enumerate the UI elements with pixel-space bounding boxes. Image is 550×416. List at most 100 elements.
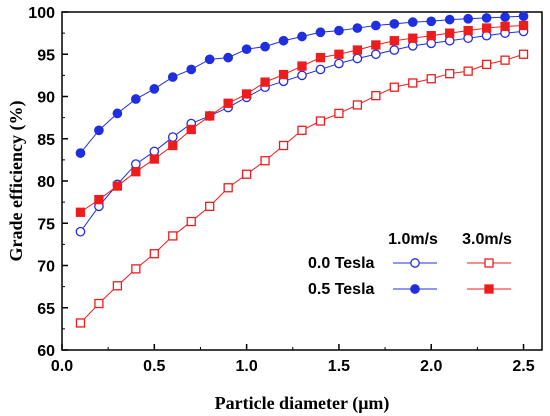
legend-sample [393,258,437,268]
data-point [149,249,159,259]
data-point [371,91,381,101]
data-point [481,59,492,70]
series-line [80,53,524,324]
data-point [223,52,234,63]
data-point [75,207,86,217]
data-point [426,16,437,27]
data-point [205,201,215,212]
y-tick-label: 85 [37,132,55,149]
data-point [500,55,510,65]
data-point [500,21,510,32]
data-point [518,11,529,22]
data-point [389,45,400,55]
data-point [75,148,86,158]
data-point [334,49,344,59]
data-point [223,98,233,108]
data-point [445,28,455,38]
legend-sample [467,258,511,268]
x-axis-title: Particle diameter (μm) [215,393,390,414]
data-point [75,226,86,237]
data-point [112,108,123,119]
data-point [407,17,418,27]
data-point [167,72,178,82]
x-tick-label: 2.0 [420,358,442,375]
data-point [389,82,399,92]
data-point [186,64,197,75]
data-point [371,40,381,50]
data-point [168,231,178,241]
data-point [278,35,289,46]
data-point [334,58,344,69]
data-point [389,18,400,29]
x-tick-label: 1.5 [328,358,350,375]
data-point [370,20,381,31]
data-point [426,31,436,41]
data-point [518,49,529,59]
series-line [80,25,524,213]
data-point [444,35,455,46]
data-point [426,74,436,84]
data-point [481,30,492,41]
data-point [445,69,455,79]
legend-row-label-2: 0.5 Tesla [308,281,375,298]
data-point [297,31,307,42]
data-point [168,140,178,151]
data-point [315,64,326,75]
legend-sample [467,284,511,294]
y-axis-ticks: 60 65 70 75 80 85 90 95 100 [28,5,68,360]
data-point [131,264,141,274]
data-point [463,66,473,76]
data-point [463,13,474,24]
y-tick-label: 95 [37,47,55,64]
y-tick-label: 75 [37,216,55,233]
data-point [260,156,270,166]
x-tick-label: 1.0 [235,358,257,375]
data-point [352,53,363,64]
legend-row-label-1: 0.0 Tesla [308,255,375,272]
y-tick-label: 70 [37,259,55,276]
data-point [352,45,363,55]
data-point [130,94,141,104]
data-point [260,41,270,52]
data-point [167,132,178,142]
x-tick-label: 0.5 [143,358,165,375]
data-point [186,124,196,135]
x-tick-label: 2.5 [512,358,534,375]
data-point [408,78,418,88]
series-group [75,11,529,158]
data-point [149,84,160,94]
data-point [334,108,344,119]
legend-sample-marker [410,284,420,294]
data-point [149,154,159,164]
data-point [186,216,196,227]
data-point [130,159,141,169]
legend-sample-marker [484,284,494,294]
data-point [241,169,252,179]
data-point [370,49,381,60]
legend-sample [393,284,437,294]
legend-samples [393,258,511,294]
y-tick-label: 60 [37,343,55,360]
series-layer [75,11,529,328]
y-tick-label: 80 [37,174,55,191]
x-axis-ticks: 0.0 0.5 1.0 1.5 2.0 2.5 [51,344,535,375]
data-point [426,38,437,49]
data-point [518,20,529,31]
data-point [112,181,123,191]
data-point [297,61,307,71]
data-point [315,116,326,126]
data-point [94,298,104,309]
data-point [112,281,123,291]
series-group [75,20,529,217]
data-point [149,146,160,157]
data-point [481,13,492,23]
data-point [463,25,473,36]
data-point [241,44,252,55]
data-point [75,318,86,328]
series-group [75,49,529,328]
data-point [260,77,270,87]
legend-sample-marker [484,258,494,268]
y-axis-title: Grade efficiency (%) [6,101,27,262]
data-point [278,140,289,151]
data-point [131,167,141,177]
